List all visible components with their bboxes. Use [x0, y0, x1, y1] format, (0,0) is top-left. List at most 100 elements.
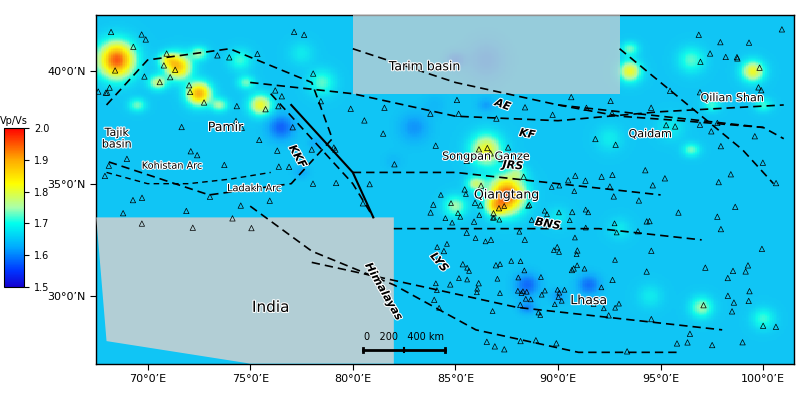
Point: [565, 94, 578, 100]
Point: [434, 192, 447, 198]
Text: Lhasa: Lhasa: [570, 294, 608, 307]
Point: [552, 294, 565, 300]
Point: [565, 209, 578, 215]
Point: [468, 200, 481, 206]
Point: [460, 277, 473, 283]
Point: [724, 171, 737, 178]
Point: [604, 183, 616, 190]
Point: [722, 275, 735, 281]
Point: [428, 296, 441, 303]
Point: [91, 89, 104, 95]
Point: [186, 225, 199, 231]
Point: [519, 296, 532, 302]
Point: [176, 124, 188, 130]
Text: BNS: BNS: [534, 217, 561, 231]
Point: [519, 104, 532, 111]
Point: [606, 277, 619, 283]
Point: [329, 180, 342, 186]
Point: [363, 181, 376, 187]
Point: [558, 286, 571, 293]
Point: [275, 93, 288, 99]
Point: [452, 275, 465, 281]
Point: [388, 161, 401, 168]
Point: [184, 148, 197, 154]
Point: [472, 146, 485, 152]
Point: [705, 342, 718, 348]
Text: Himalayas: Himalayas: [363, 261, 404, 322]
Point: [489, 262, 502, 269]
Point: [518, 267, 531, 274]
Point: [377, 130, 390, 137]
Text: Pamir: Pamir: [208, 121, 244, 134]
Polygon shape: [96, 217, 394, 363]
Point: [714, 143, 727, 149]
Point: [446, 219, 459, 226]
Point: [604, 98, 617, 104]
Point: [711, 120, 724, 126]
Point: [714, 226, 727, 232]
Point: [569, 172, 582, 179]
Point: [553, 182, 565, 189]
Point: [742, 298, 755, 304]
Point: [490, 115, 503, 122]
Point: [288, 29, 301, 35]
Point: [726, 268, 739, 274]
Point: [743, 288, 756, 294]
Point: [705, 128, 718, 134]
Point: [108, 67, 121, 74]
Point: [430, 280, 443, 286]
Point: [116, 210, 129, 216]
Point: [694, 59, 707, 65]
Point: [743, 40, 756, 46]
Point: [722, 292, 735, 299]
Point: [643, 218, 656, 224]
Point: [226, 215, 239, 221]
Point: [608, 193, 621, 200]
Point: [438, 248, 451, 254]
Point: [522, 203, 535, 209]
Point: [126, 197, 139, 203]
Point: [486, 215, 499, 221]
Point: [536, 292, 549, 298]
Point: [587, 301, 600, 307]
Point: [103, 162, 116, 169]
Point: [100, 90, 112, 96]
Text: KF: KF: [519, 128, 536, 140]
Point: [479, 238, 492, 245]
Point: [251, 51, 264, 57]
Point: [645, 316, 658, 322]
Point: [430, 244, 443, 250]
Point: [609, 142, 622, 148]
Point: [565, 267, 578, 273]
Point: [548, 247, 561, 253]
Point: [451, 210, 464, 216]
Point: [282, 164, 295, 170]
Point: [606, 172, 619, 178]
Point: [578, 265, 591, 272]
Point: [519, 237, 532, 243]
Point: [731, 55, 743, 61]
Text: Songpan Ganze: Songpan Ganze: [443, 152, 530, 162]
Point: [231, 103, 244, 109]
Point: [452, 111, 465, 117]
Point: [693, 89, 706, 95]
Point: [235, 124, 248, 131]
Text: JRS: JRS: [502, 160, 523, 172]
Point: [431, 257, 444, 264]
Point: [608, 257, 621, 263]
Point: [135, 220, 148, 227]
Point: [769, 324, 782, 330]
Point: [222, 54, 235, 61]
Point: [704, 50, 717, 57]
Point: [605, 110, 618, 117]
Point: [100, 89, 113, 96]
Text: KKF: KKF: [287, 143, 308, 170]
Point: [454, 213, 467, 220]
Point: [525, 217, 538, 223]
Point: [481, 145, 493, 151]
Point: [460, 229, 473, 236]
Point: [571, 247, 584, 254]
Text: Ladakh Arc: Ladakh Arc: [227, 183, 282, 193]
Point: [516, 288, 529, 294]
Point: [697, 302, 710, 308]
